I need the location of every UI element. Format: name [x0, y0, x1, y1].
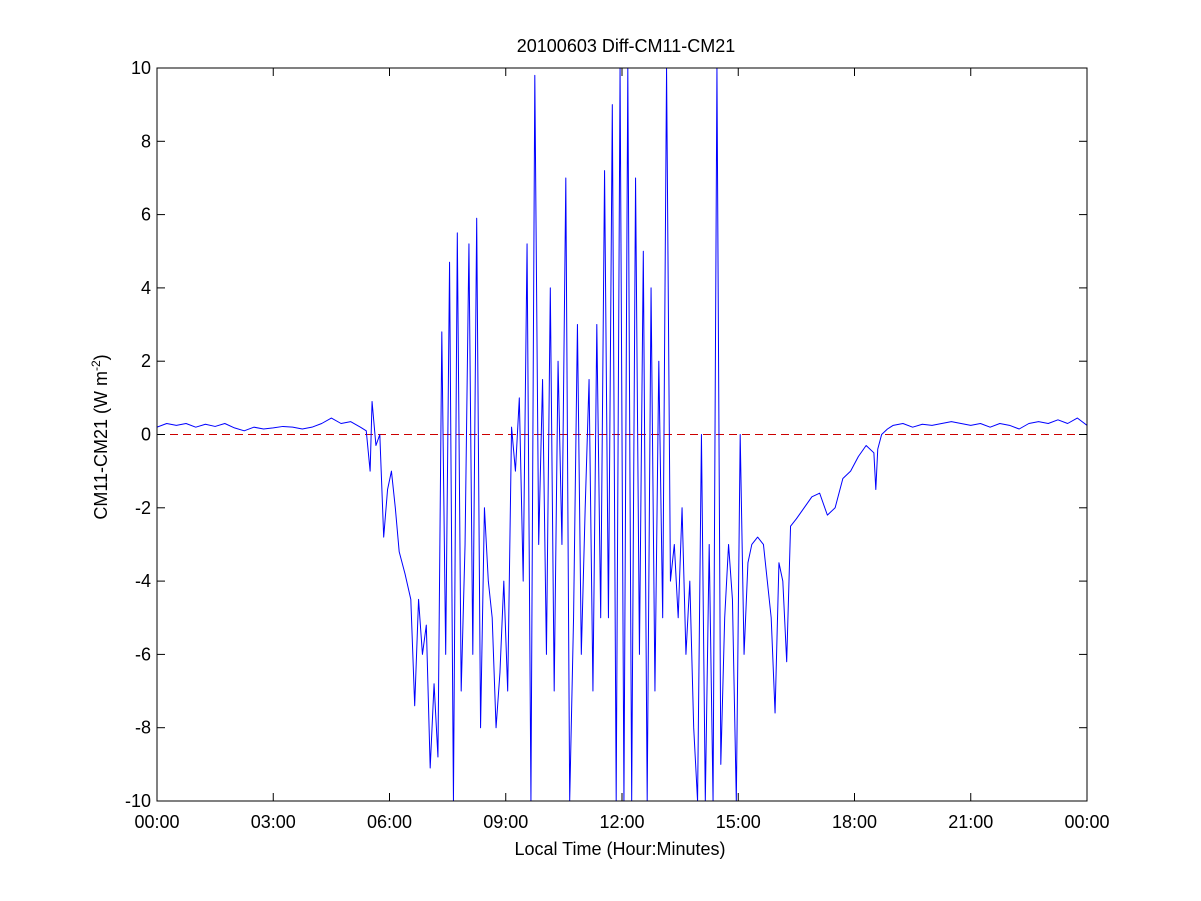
x-tick-label: 15:00 — [716, 812, 761, 832]
x-tick-label: 00:00 — [134, 812, 179, 832]
y-axis-label-close: ) — [91, 354, 111, 360]
x-tick-label: 21:00 — [948, 812, 993, 832]
y-tick-label: -4 — [135, 571, 151, 591]
y-tick-label: 4 — [141, 278, 151, 298]
y-axis-label-main: CM11-CM21 (W m — [91, 371, 111, 520]
x-tick-label: 06:00 — [367, 812, 412, 832]
x-ticks: 00:00 03:00 06:00 09:00 12:00 15:00 18:00 21:00… — [134, 68, 1110, 832]
y-tick-label: -6 — [135, 644, 151, 664]
x-tick-label: 18:00 — [832, 812, 877, 832]
y-ticks: 10 8 6 4 2 0 -2 -4 -6 -8 -10 — [125, 58, 1087, 811]
y-tick-label: 8 — [141, 131, 151, 151]
y-tick-label: 10 — [131, 58, 151, 78]
plot-area: 00:00 03:00 06:00 09:00 12:00 15:00 18:00 21:00… — [125, 58, 1110, 832]
x-tick-label: 03:00 — [251, 812, 296, 832]
y-tick-label: 0 — [141, 425, 151, 445]
chart-title: 20100603 Diff-CM11-CM21 — [517, 36, 735, 56]
y-axis-label-superscript: -2 — [89, 360, 103, 371]
y-tick-label: -2 — [135, 498, 151, 518]
y-tick-label: 2 — [141, 351, 151, 371]
series-layer — [157, 68, 1087, 801]
x-axis-label: Local Time (Hour:Minutes) — [514, 839, 725, 859]
y-tick-label: 6 — [141, 205, 151, 225]
x-tick-label: 00:00 — [1064, 812, 1109, 832]
y-tick-label: -8 — [135, 718, 151, 738]
series-line-0 — [157, 68, 1087, 801]
y-axis-label: CM11-CM21 (W m-2) — [89, 354, 111, 519]
x-tick-label: 09:00 — [483, 812, 528, 832]
x-tick-label: 12:00 — [599, 812, 644, 832]
y-tick-label: -10 — [125, 791, 151, 811]
